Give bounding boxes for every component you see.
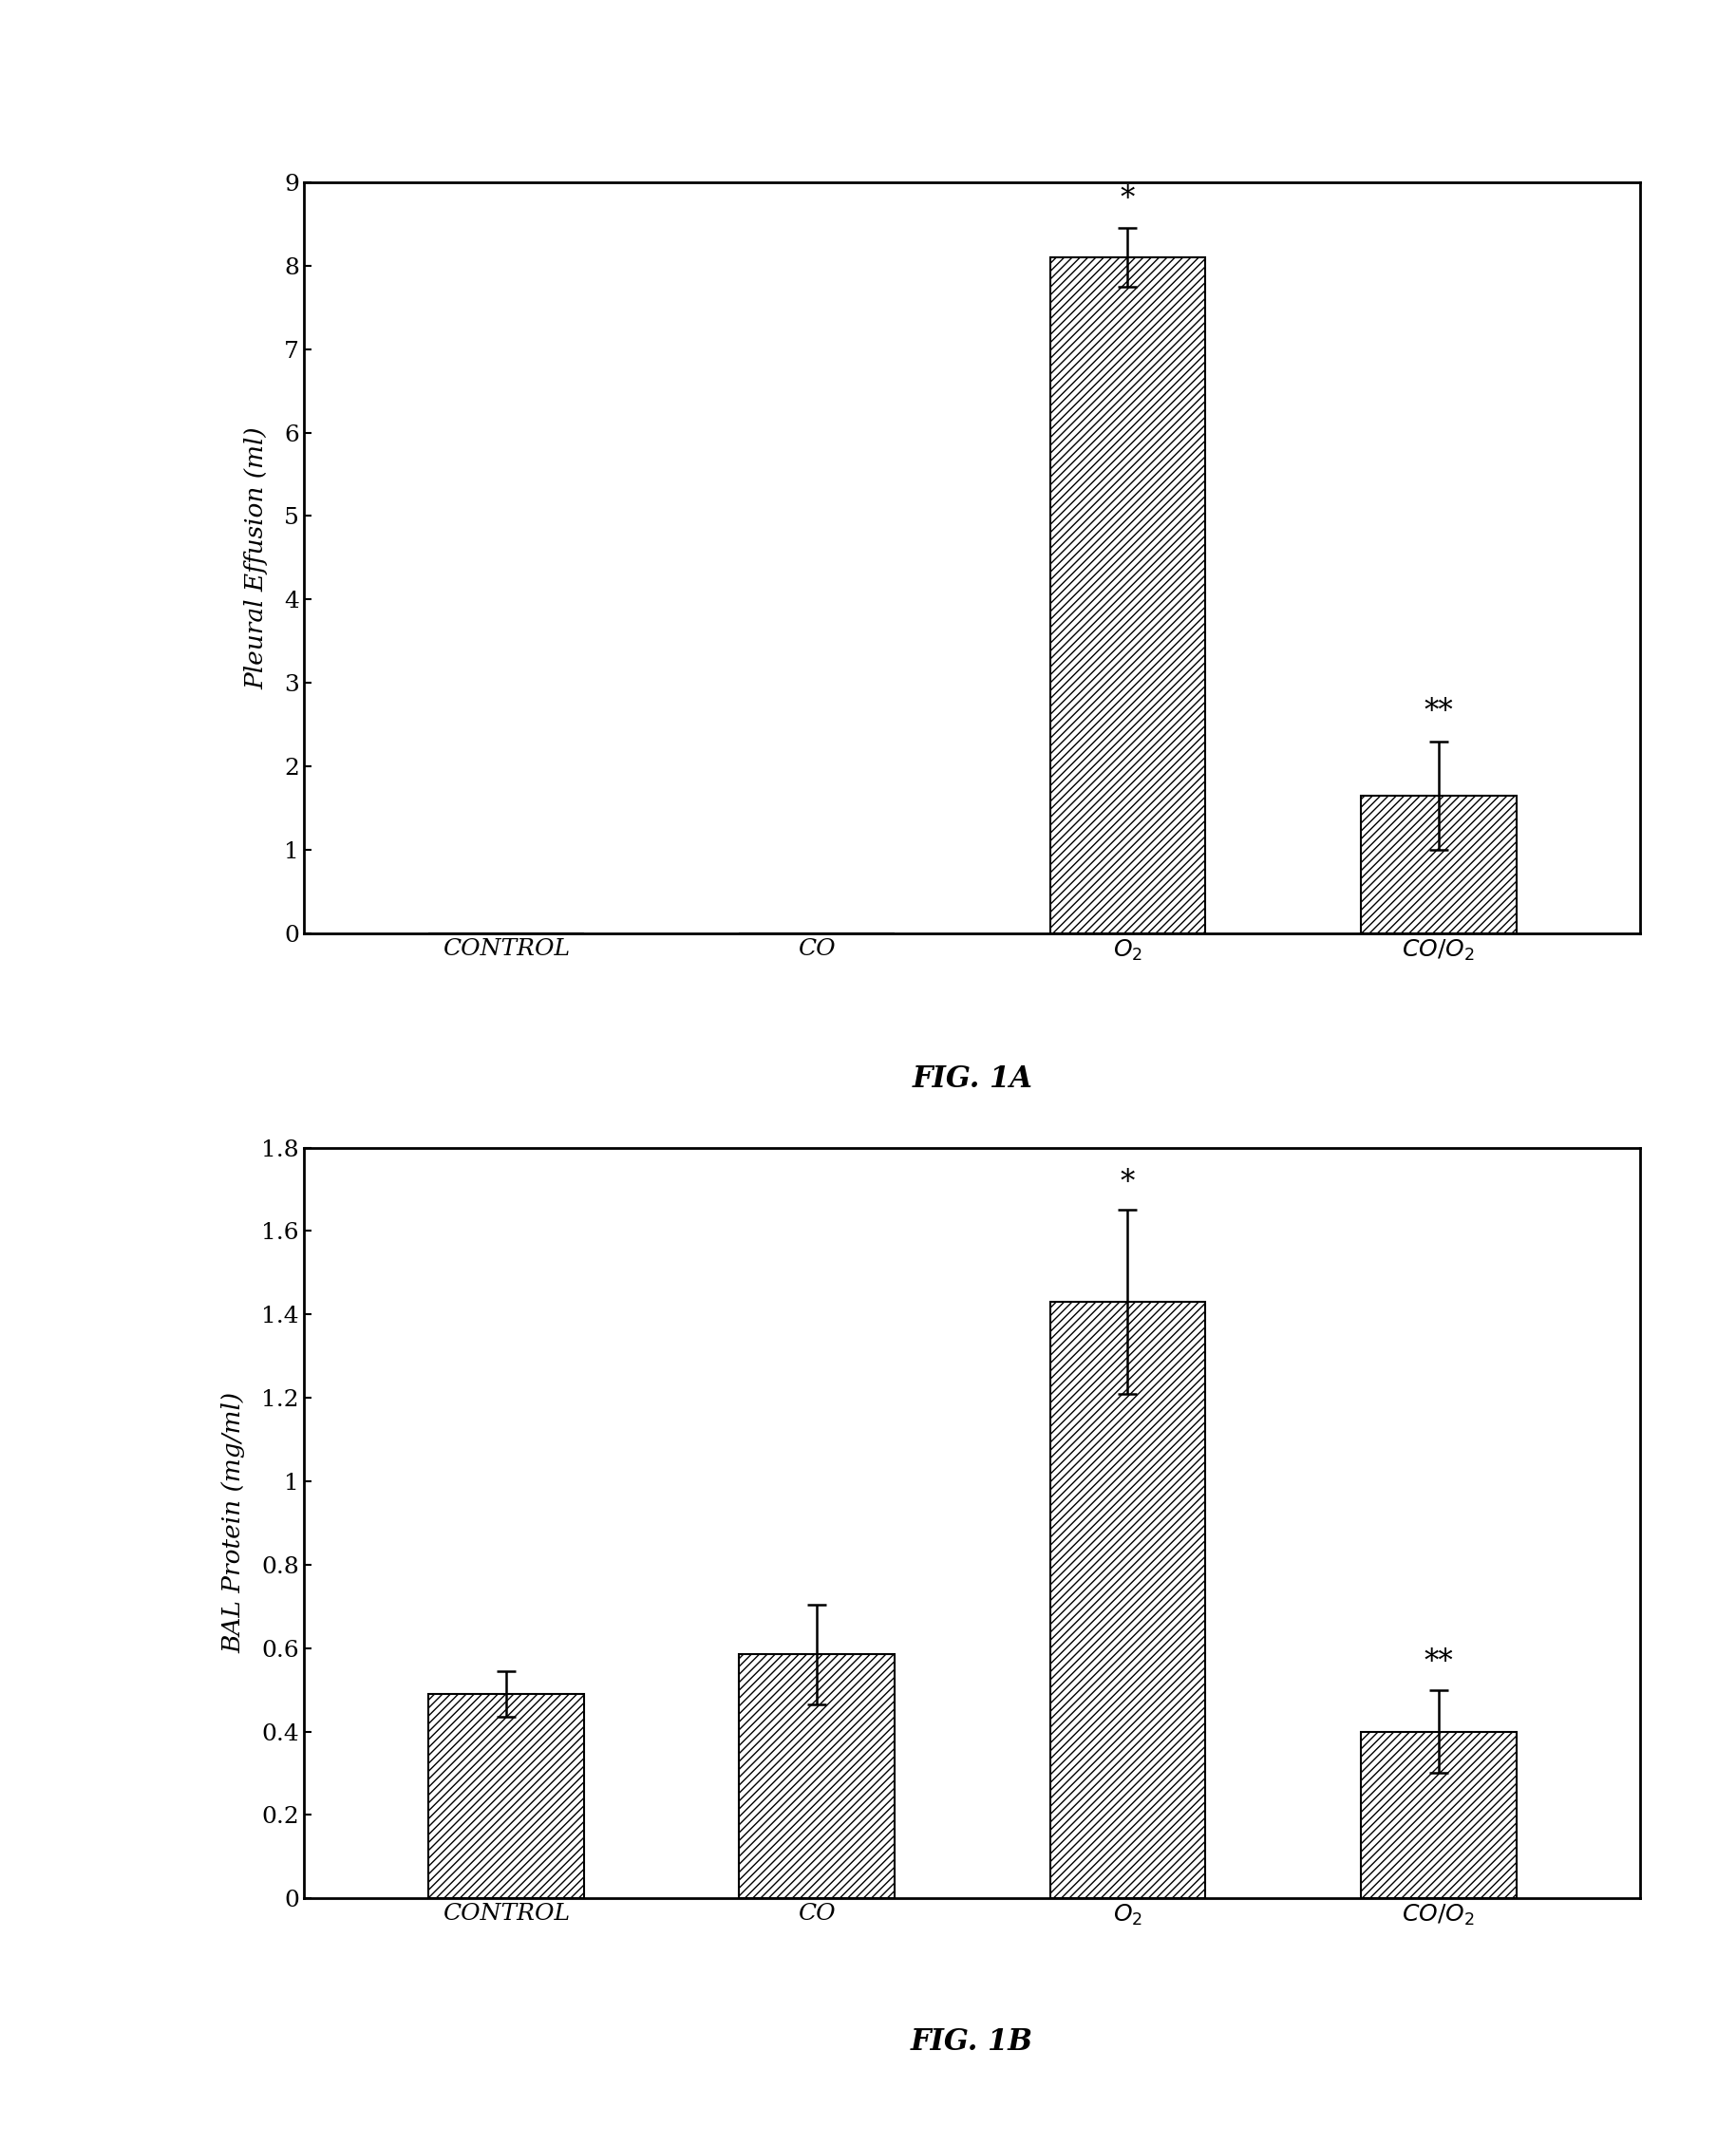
Bar (429, 1695, 583, 1898)
Text: FIG. 1B: FIG. 1B (911, 2027, 1033, 2057)
Y-axis label: BAL Protein (mg/ml): BAL Protein (mg/ml) (222, 1392, 245, 1654)
Bar (1361, 796, 1516, 933)
Text: *: * (1120, 1169, 1135, 1197)
Text: **: ** (1424, 697, 1453, 727)
Bar (1050, 257, 1205, 933)
Bar (1050, 1302, 1205, 1898)
Text: FIG. 1A: FIG. 1A (911, 1064, 1033, 1094)
Bar (740, 1654, 894, 1898)
Text: *: * (1120, 184, 1135, 212)
Y-axis label: Pleural Effusion (ml): Pleural Effusion (ml) (245, 427, 269, 689)
Bar (1361, 1731, 1516, 1898)
Text: **: ** (1424, 1647, 1453, 1677)
